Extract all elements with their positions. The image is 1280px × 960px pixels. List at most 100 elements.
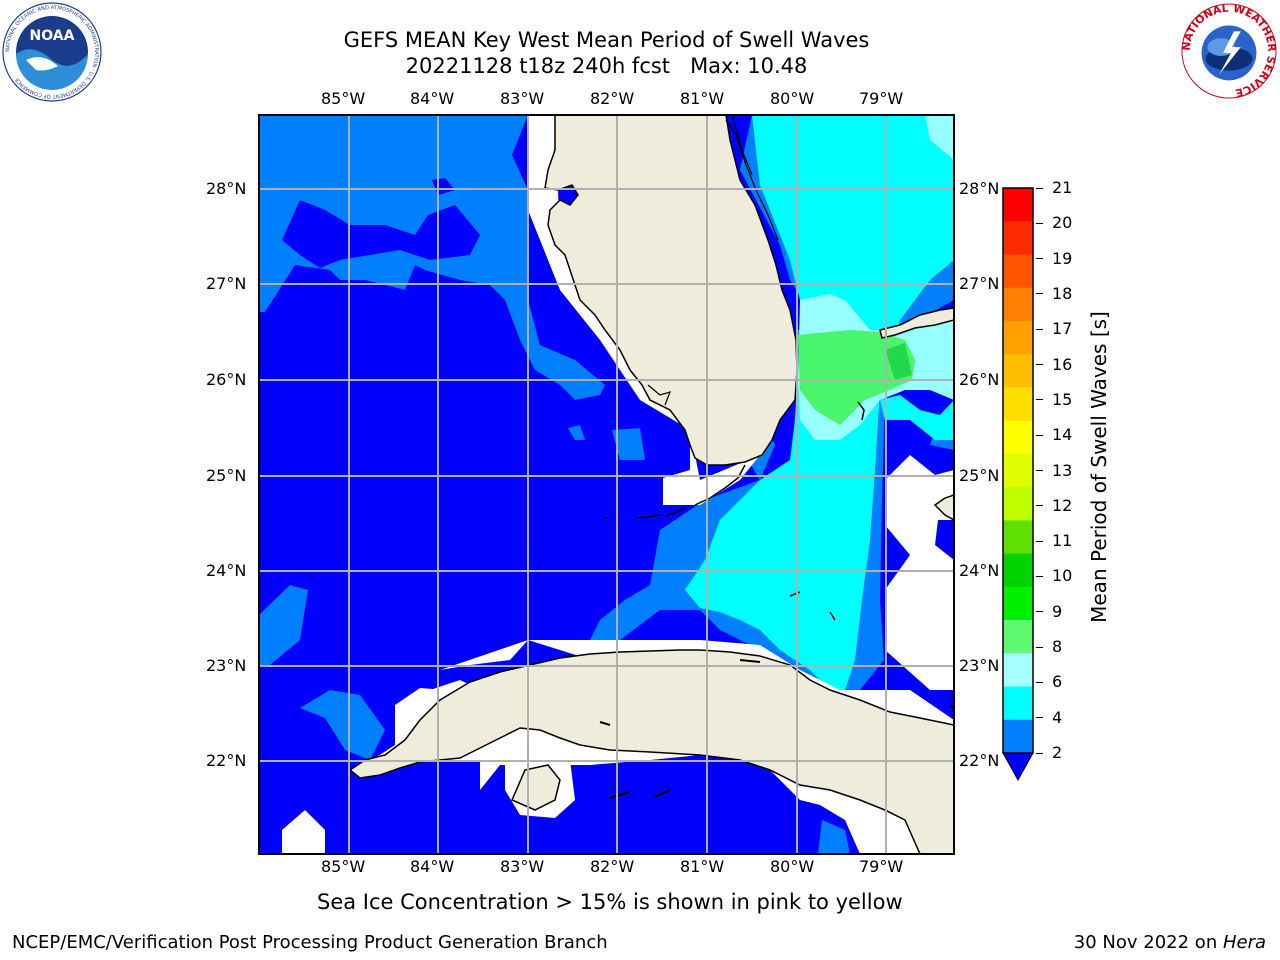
colorbar-label-container: Mean Period of Swell Waves [s] (1084, 185, 1116, 750)
map-frame (258, 114, 955, 855)
colorbar-segment (1003, 553, 1033, 588)
chart-title-line1: GEFS MEAN Key West Mean Period of Swell … (343, 28, 870, 52)
nws-logo: NATIONAL WEATHER SERVICE (1180, 2, 1278, 100)
footer-right: 30 Nov 2022 on Hera (1074, 932, 1266, 953)
colorbar-segment (1003, 453, 1033, 488)
lon-label-top: 85°W (321, 89, 366, 108)
colorbar-tick-label: 16 (1052, 354, 1073, 374)
footer-host: Hera (1222, 932, 1266, 953)
colorbar-tick-mark (1036, 187, 1043, 189)
colorbar-tick-label: 11 (1052, 531, 1073, 551)
colorbar-tick-label: 20 (1052, 213, 1073, 233)
lon-label-top: 82°W (590, 89, 635, 108)
lon-label-bottom: 82°W (590, 857, 635, 876)
lat-label-right: 27°N (959, 274, 1000, 293)
land-florida (544, 115, 798, 466)
colorbar-segment (1003, 719, 1033, 754)
colorbar-tick-mark (1036, 434, 1043, 436)
colorbar-tick-label: 9 (1052, 601, 1063, 621)
noaa-logo: NATIONAL OCEANIC AND ATMOSPHERIC ADMINIS… (2, 2, 102, 102)
lat-label-left: 25°N (206, 466, 247, 485)
colorbar-tick-label: 12 (1052, 495, 1073, 515)
colorbar-tick-label: 17 (1052, 319, 1073, 339)
lon-label-bottom: 83°W (500, 857, 545, 876)
lat-label-left: 28°N (206, 179, 247, 198)
colorbar-segment (1003, 254, 1033, 289)
colorbar-tick-mark (1036, 364, 1043, 366)
colorbar-tick-mark (1036, 717, 1043, 719)
lon-label-top: 81°W (680, 89, 725, 108)
colorbar-segment (1003, 420, 1033, 455)
lat-label-left: 24°N (206, 561, 247, 580)
colorbar-extend-arrow (1002, 752, 1034, 782)
footer-left: NCEP/EMC/Verification Post Processing Pr… (12, 932, 608, 953)
lat-label-right: 23°N (959, 656, 1000, 675)
lon-label-bottom: 84°W (410, 857, 455, 876)
colorbar-tick-mark (1036, 328, 1043, 330)
lat-label-left: 23°N (206, 656, 247, 675)
colorbar-tick-label: 8 (1052, 637, 1063, 657)
lat-label-right: 28°N (959, 179, 1000, 198)
sea-ice-caption: Sea Ice Concentration > 15% is shown in … (317, 890, 903, 914)
land-isla-de-la-juventud (511, 764, 561, 811)
colorbar-segment (1003, 354, 1033, 389)
lat-label-left: 26°N (206, 370, 247, 389)
colorbar-tick-label: 2 (1052, 743, 1063, 762)
colorbar-tick-mark (1036, 540, 1043, 542)
svg-text:NOAA: NOAA (30, 28, 75, 44)
colorbar-tick-label: 4 (1052, 707, 1063, 727)
colorbar-tick-label: 13 (1052, 460, 1073, 480)
colorbar-tick-label: 10 (1052, 566, 1073, 586)
lon-label-top: 79°W (859, 89, 904, 108)
map-field (259, 115, 954, 854)
lat-label-right: 26°N (959, 370, 1000, 389)
land-bahamas (789, 307, 954, 621)
lat-label-left: 27°N (206, 274, 247, 293)
colorbar-segment (1003, 188, 1033, 222)
colorbar-segment (1003, 221, 1033, 256)
lat-label-right: 25°N (959, 466, 1000, 485)
colorbar-segment (1003, 387, 1033, 422)
colorbar-tick-mark (1036, 681, 1043, 683)
lon-label-bottom: 81°W (680, 857, 725, 876)
colorbar-segment (1003, 586, 1033, 621)
colorbar-tick-label: 14 (1052, 425, 1073, 445)
colorbar-tick-mark (1036, 505, 1043, 507)
lon-label-top: 83°W (500, 89, 545, 108)
colorbar-tick-mark (1036, 258, 1043, 260)
florida-keys (604, 464, 746, 520)
lon-label-top: 80°W (770, 89, 815, 108)
colorbar-tick-mark (1036, 399, 1043, 401)
lat-label-right: 24°N (959, 561, 1000, 580)
colorbar-segment (1003, 487, 1033, 521)
colorbar-tick-mark (1036, 611, 1043, 613)
colorbar-label: Mean Period of Swell Waves [s] (1087, 311, 1111, 623)
chart-title-line2: 20221128 t18z 240h fcst Max: 10.48 (405, 54, 808, 78)
colorbar-frame (1002, 187, 1034, 754)
map-graticule (259, 115, 954, 854)
colorbar-tick-label: 21 (1052, 178, 1073, 197)
lat-label-right: 22°N (959, 751, 1000, 770)
colorbar-tick-mark (1036, 222, 1043, 224)
lon-label-bottom: 79°W (859, 857, 904, 876)
colorbar-tick-mark (1036, 575, 1043, 577)
colorbar-tick-label: 19 (1052, 248, 1073, 268)
colorbar-segment (1003, 686, 1033, 721)
colorbar-tick-label: 18 (1052, 283, 1073, 303)
colorbar-tick-mark (1036, 646, 1043, 648)
colorbar-segment (1003, 653, 1033, 688)
lon-label-bottom: 80°W (770, 857, 815, 876)
colorbar-segment (1003, 287, 1033, 322)
lon-label-bottom: 85°W (321, 857, 366, 876)
colorbar-tick-mark (1036, 293, 1043, 295)
colorbar (1002, 187, 1034, 782)
colorbar-tick-label: 6 (1052, 672, 1063, 692)
lon-label-top: 84°W (410, 89, 455, 108)
colorbar-tick-mark (1036, 752, 1043, 754)
colorbar-segment (1003, 620, 1033, 654)
footer-date: 30 Nov 2022 on (1073, 932, 1223, 953)
colorbar-segment (1003, 520, 1033, 555)
colorbar-tick-label: 15 (1052, 389, 1073, 409)
lat-label-left: 22°N (206, 751, 247, 770)
